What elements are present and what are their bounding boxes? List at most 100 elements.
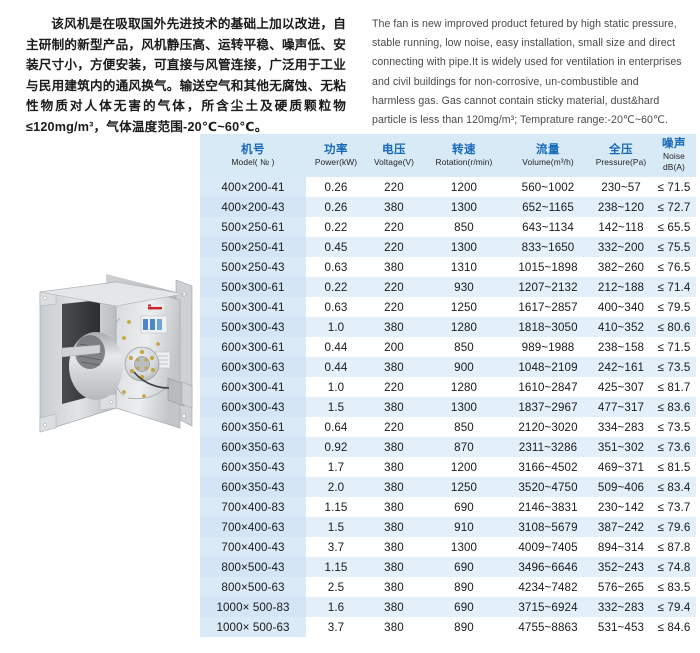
cell-rotation: 930 [422, 277, 506, 297]
cell-rotation: 1250 [422, 477, 506, 497]
nameplate-bar-icon [143, 319, 148, 330]
table-row: 400×200-43 0.26 380 1300 652~1165 238~120 ≤ 72… [200, 197, 696, 217]
motor-bolts-icon [128, 349, 156, 380]
table-row: 700×400-63 1.5 380 910 3108~5679 387~242 ≤ 79.… [200, 517, 696, 537]
cell-volume: 3496~6646 [506, 557, 590, 577]
cell-power: 0.22 [306, 277, 366, 297]
cell-voltage: 200 [366, 337, 422, 357]
cell-model: 600×300-63 [200, 357, 306, 377]
cell-volume: 2311~3286 [506, 437, 590, 457]
col-header-model: 机号 Model( № ) [200, 134, 306, 177]
cell-power: 0.45 [306, 237, 366, 257]
cell-volume: 3715~6924 [506, 597, 590, 617]
cell-power: 0.63 [306, 297, 366, 317]
cell-noise: ≤ 76.5 [652, 257, 696, 277]
cell-rotation: 1300 [422, 237, 506, 257]
table-row: 400×200-41 0.26 220 1200 560~1002 230~57 ≤ 71.… [200, 177, 696, 197]
cell-noise: ≤ 73.7 [652, 497, 696, 517]
brand-logo-icon [148, 307, 162, 310]
cell-model: 500×300-41 [200, 297, 306, 317]
cell-voltage: 380 [366, 617, 422, 637]
col-header-voltage-en: Voltage(V) [373, 156, 415, 167]
col-header-model-cn: 机号 [241, 143, 265, 156]
fan-top-edge [39, 281, 185, 307]
cell-voltage: 380 [366, 197, 422, 217]
table-row: 1000× 500-83 1.6 380 690 3715~6924 332~283 ≤ 7… [200, 597, 696, 617]
col-header-noise: 噪声 Noise dB(A) [652, 134, 696, 177]
cell-noise: ≤ 71.5 [652, 177, 696, 197]
cell-rotation: 910 [422, 517, 506, 537]
cell-noise: ≤ 73.6 [652, 437, 696, 457]
spec-table-container: 机号 Model( № ) 功率 Power(kW) 电压 Voltage(V)… [200, 134, 696, 637]
cell-voltage: 380 [366, 317, 422, 337]
cell-model: 600×350-61 [200, 417, 306, 437]
cell-pressure: 576~265 [590, 577, 652, 597]
cell-model: 600×300-61 [200, 337, 306, 357]
cell-voltage: 380 [366, 357, 422, 377]
cell-model: 600×300-43 [200, 397, 306, 417]
table-row: 500×250-61 0.22 220 850 643~1134 142~118 ≤ 65.… [200, 217, 696, 237]
table-header-row: 机号 Model( № ) 功率 Power(kW) 电压 Voltage(V)… [200, 134, 696, 177]
cell-rotation: 850 [422, 217, 506, 237]
cell-rotation: 900 [422, 357, 506, 377]
product-photo [32, 256, 200, 470]
cell-pressure: 400~340 [590, 297, 652, 317]
cell-pressure: 509~406 [590, 477, 652, 497]
table-row: 600×350-43 2.0 380 1250 3520~4750 509~406 ≤ 83… [200, 477, 696, 497]
cell-pressure: 477~317 [590, 397, 652, 417]
cell-noise: ≤ 73.5 [652, 357, 696, 377]
cell-model: 500×250-43 [200, 257, 306, 277]
cell-model: 600×350-63 [200, 437, 306, 457]
col-header-volume-cn: 流量 [536, 143, 560, 156]
cell-voltage: 380 [366, 597, 422, 617]
cell-model: 500×300-43 [200, 317, 306, 337]
cell-voltage: 380 [366, 497, 422, 517]
cell-pressure: 352~243 [590, 557, 652, 577]
cell-noise: ≤ 87.8 [652, 537, 696, 557]
cell-power: 1.6 [306, 597, 366, 617]
cell-volume: 1617~2857 [506, 297, 590, 317]
cell-voltage: 220 [366, 297, 422, 317]
table-row: 500×250-41 0.45 220 1300 833~1650 332~200 ≤ 75… [200, 237, 696, 257]
cell-volume: 1015~1898 [506, 257, 590, 277]
description-chinese-text: 该风机是在吸取国外先进技术的基础上加以改进，自主研制的新型产品，风机静压高、运转… [26, 17, 346, 134]
col-header-voltage-cn: 电压 [382, 143, 406, 156]
cell-model: 800×500-63 [200, 577, 306, 597]
cell-pressure: 894~314 [590, 537, 652, 557]
cell-rotation: 1310 [422, 257, 506, 277]
cell-pressure: 469~371 [590, 457, 652, 477]
cell-voltage: 380 [366, 397, 422, 417]
power-cable [133, 371, 170, 389]
cell-model: 600×300-41 [200, 377, 306, 397]
cell-power: 1.15 [306, 557, 366, 577]
cell-model: 400×200-43 [200, 197, 306, 217]
cell-volume: 1048~2109 [506, 357, 590, 377]
info-plate-lines-icon [158, 355, 168, 365]
cell-model: 700×400-43 [200, 537, 306, 557]
cell-rotation: 1300 [422, 537, 506, 557]
col-header-model-en: Model( № ) [231, 156, 275, 167]
cell-volume: 2120~3020 [506, 417, 590, 437]
cell-rotation: 690 [422, 557, 506, 577]
cell-power: 2.5 [306, 577, 366, 597]
cell-voltage: 380 [366, 537, 422, 557]
cell-power: 1.0 [306, 377, 366, 397]
cell-voltage: 220 [366, 217, 422, 237]
cell-power: 2.0 [306, 477, 366, 497]
table-header: 机号 Model( № ) 功率 Power(kW) 电压 Voltage(V)… [200, 134, 696, 177]
cell-power: 3.7 [306, 537, 366, 557]
cell-volume: 2146~3831 [506, 497, 590, 517]
cell-noise: ≤ 79.6 [652, 517, 696, 537]
cell-volume: 4755~8863 [506, 617, 590, 637]
table-row: 600×300-63 0.44 380 900 1048~2109 242~161 ≤ 73… [200, 357, 696, 377]
table-row: 500×250-43 0.63 380 1310 1015~1898 382~260 ≤ 7… [200, 257, 696, 277]
cell-pressure: 334~283 [590, 417, 652, 437]
cell-pressure: 531~453 [590, 617, 652, 637]
col-header-rotation-cn: 转速 [452, 143, 476, 156]
table-row: 600×350-63 0.92 380 870 2311~3286 351~302 ≤ 73… [200, 437, 696, 457]
cell-volume: 3108~5679 [506, 517, 590, 537]
col-header-volume: 流量 Volume(m³/h) [506, 134, 590, 177]
cell-noise: ≤ 71.5 [652, 337, 696, 357]
cell-noise: ≤ 80.6 [652, 317, 696, 337]
cell-pressure: 332~283 [590, 597, 652, 617]
